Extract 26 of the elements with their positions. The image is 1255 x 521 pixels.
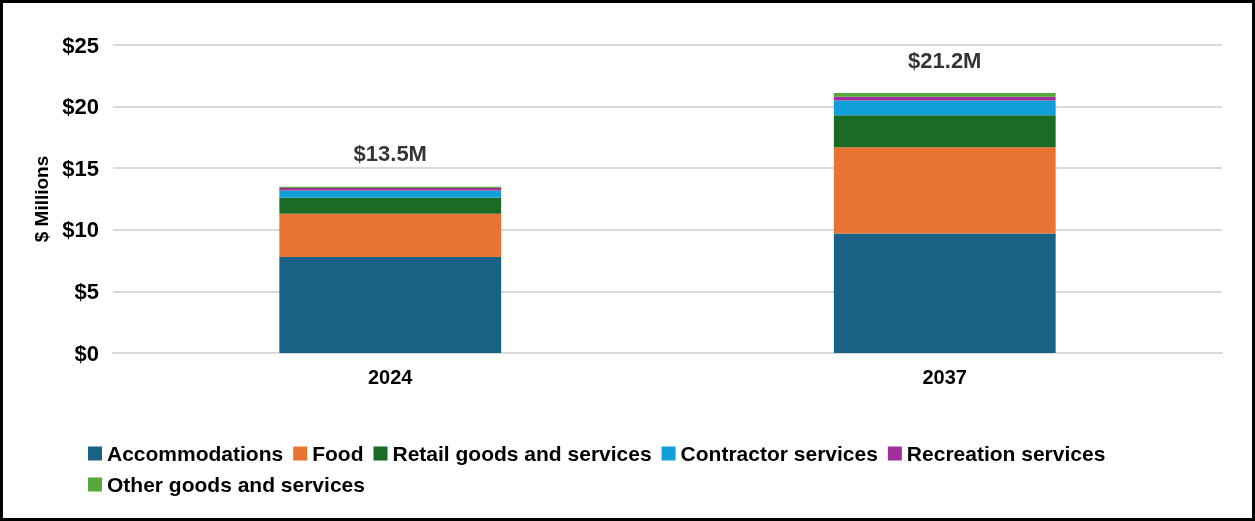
legend-label: Other goods and services [107, 473, 365, 496]
x-tick-label: 2037 [922, 366, 967, 388]
y-tick-label: $0 [74, 340, 99, 366]
legend-label: Food [312, 442, 364, 465]
x-tick-label: 2024 [368, 366, 414, 388]
bar [833, 93, 1056, 97]
y-tick-label: $10 [62, 217, 99, 243]
bar [279, 197, 502, 214]
bar [279, 190, 502, 198]
bar [279, 256, 502, 353]
bar [833, 147, 1056, 234]
legend-label: Accommodations [107, 442, 284, 465]
legend-label: Recreation services [906, 442, 1106, 465]
bar [833, 233, 1056, 353]
y-tick-label: $20 [62, 94, 99, 120]
bar [279, 213, 502, 257]
legend-label: Retail goods and services [392, 442, 652, 465]
y-axis-title: $ Millions [31, 155, 52, 243]
bar [833, 115, 1056, 148]
y-tick-label: $5 [74, 278, 99, 304]
legend-label: Contractor services [680, 442, 878, 465]
bar [833, 100, 1056, 116]
total-label: $13.5M [353, 141, 427, 167]
y-tick-label: $25 [62, 32, 99, 58]
y-tick-label: $15 [62, 155, 99, 181]
total-label: $21.2M [908, 47, 982, 73]
